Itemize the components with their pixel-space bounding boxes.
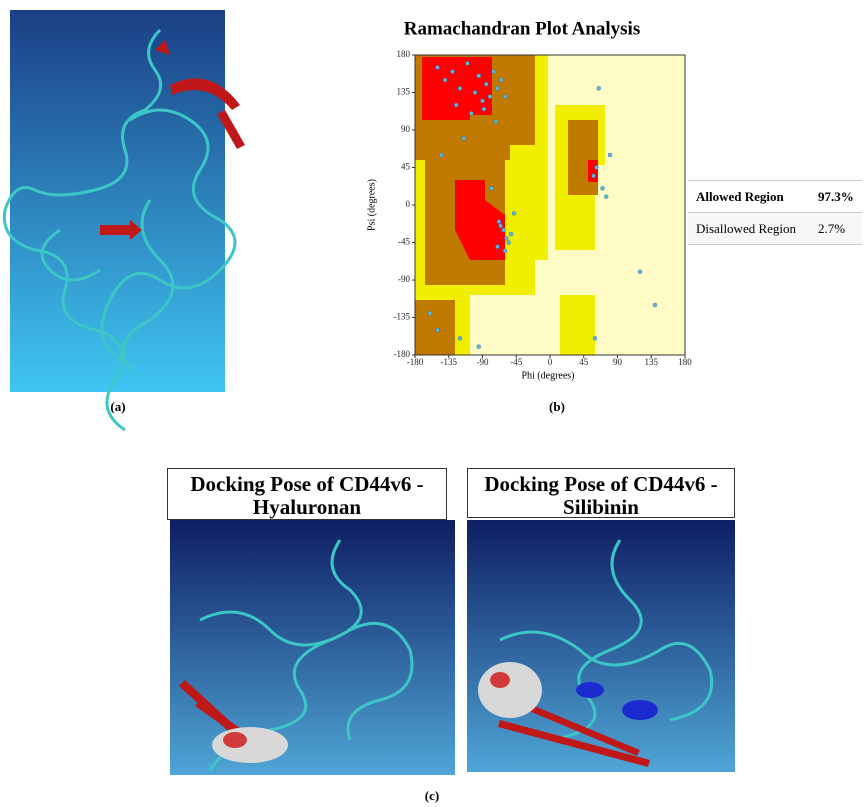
x-tick-label: 90 bbox=[613, 357, 623, 367]
residue-point bbox=[505, 236, 509, 240]
table-cell: Disallowed Region bbox=[688, 213, 810, 245]
y-tick-label: -45 bbox=[398, 237, 410, 247]
residue-point bbox=[592, 174, 596, 178]
y-tick-label: -135 bbox=[394, 312, 411, 322]
residue-point bbox=[436, 66, 440, 70]
page: (a) Ramachandran Plot Analysis -180 -135 -… bbox=[0, 0, 865, 807]
residue-point bbox=[499, 224, 503, 228]
residue-point bbox=[595, 166, 599, 170]
residue-point bbox=[439, 153, 443, 157]
residue-point bbox=[462, 136, 466, 140]
x-tick-label: 45 bbox=[579, 357, 589, 367]
residue-point bbox=[597, 86, 601, 90]
residue-point bbox=[458, 86, 462, 90]
residue-point bbox=[443, 78, 447, 82]
y-tick-label: 135 bbox=[397, 87, 411, 97]
residue-point bbox=[477, 74, 481, 78]
residue-point bbox=[608, 153, 612, 157]
table-row: Disallowed Region 2.7% bbox=[688, 213, 862, 245]
residue-point bbox=[466, 61, 470, 65]
x-tick-label: 0 bbox=[548, 357, 553, 367]
residue-point bbox=[593, 336, 597, 340]
residue-point bbox=[451, 70, 455, 74]
table-row: Allowed Region 97.3% bbox=[688, 181, 862, 213]
x-axis-label: Phi (degrees) bbox=[521, 370, 574, 381]
residue-point bbox=[473, 91, 477, 95]
plot-title: Ramachandran Plot Analysis bbox=[404, 18, 640, 39]
rama-regions bbox=[415, 55, 685, 355]
x-tick-label: -45 bbox=[510, 357, 522, 367]
residue-point bbox=[502, 228, 506, 232]
residue-point bbox=[509, 232, 513, 236]
residue-point bbox=[601, 186, 605, 190]
y-tick-label: 180 bbox=[397, 49, 411, 59]
pose-title: Docking Pose of CD44v6 - Hyaluronan bbox=[167, 468, 447, 520]
residue-point bbox=[604, 195, 608, 199]
y-tick-label: -90 bbox=[398, 274, 410, 284]
x-tick-label: -135 bbox=[441, 357, 458, 367]
panel-label: (a) bbox=[110, 399, 125, 414]
residue-point bbox=[503, 249, 507, 253]
residue-point bbox=[494, 120, 498, 124]
y-axis-label: Psi (degrees) bbox=[366, 179, 377, 231]
residue-point bbox=[490, 186, 494, 190]
residue-point bbox=[428, 311, 432, 315]
figure: (a) Ramachandran Plot Analysis -180 -135 -… bbox=[0, 0, 865, 807]
y-tick-label: 45 bbox=[401, 162, 411, 172]
residue-point bbox=[436, 328, 440, 332]
residue-point bbox=[496, 86, 500, 90]
residue-point bbox=[454, 103, 458, 107]
x-tick-label: 135 bbox=[645, 357, 659, 367]
table-cell: 2.7% bbox=[810, 213, 862, 245]
residue-point bbox=[477, 345, 481, 349]
table-cell: Allowed Region bbox=[688, 181, 810, 213]
residue-point bbox=[497, 220, 501, 224]
x-tick-label: -90 bbox=[477, 357, 489, 367]
pose-title: Docking Pose of CD44v6 - Silibinin bbox=[467, 468, 735, 518]
region-table: Allowed Region 97.3% Disallowed Region 2… bbox=[688, 180, 862, 245]
residue-point bbox=[638, 270, 642, 274]
residue-point bbox=[484, 82, 488, 86]
residue-point bbox=[499, 78, 503, 82]
residue-point bbox=[512, 211, 516, 215]
x-tick-label: 180 bbox=[678, 357, 692, 367]
residue-point bbox=[488, 95, 492, 99]
y-tick-label: 0 bbox=[406, 199, 411, 209]
residue-point bbox=[458, 336, 462, 340]
residue-point bbox=[492, 70, 496, 74]
residue-point bbox=[481, 99, 485, 103]
residue-point bbox=[482, 107, 486, 111]
residue-point bbox=[507, 241, 511, 245]
y-tick-label: 90 bbox=[401, 124, 411, 134]
residue-point bbox=[653, 303, 657, 307]
y-tick-label: -180 bbox=[394, 349, 411, 359]
table-cell: 97.3% bbox=[810, 181, 862, 213]
panel-label: (c) bbox=[425, 788, 439, 803]
residue-point bbox=[496, 245, 500, 249]
protein-image bbox=[10, 10, 225, 392]
panel-label: (b) bbox=[549, 399, 565, 414]
residue-point bbox=[469, 111, 473, 115]
residue-point bbox=[503, 95, 507, 99]
